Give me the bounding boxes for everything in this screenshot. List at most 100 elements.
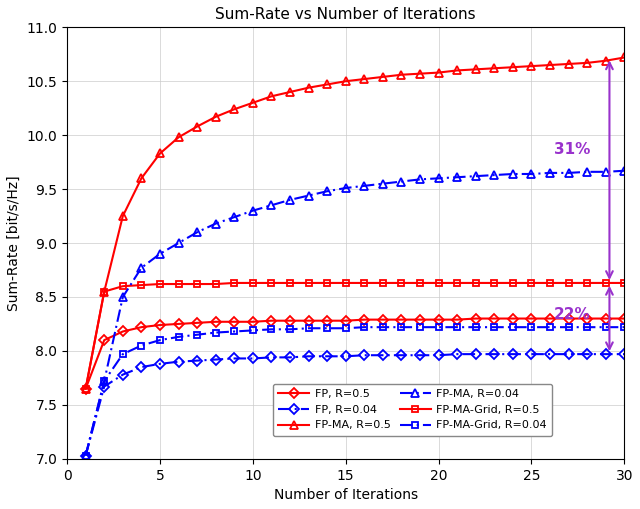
Text: 22%: 22% bbox=[554, 306, 591, 322]
FP-MA-Grid, R=0.5 bbox=[397, 280, 405, 286]
FP, R=0.5 bbox=[100, 337, 108, 343]
FP-MA, R=0.5 bbox=[435, 70, 442, 76]
FP-MA, R=0.5 bbox=[342, 78, 349, 84]
FP-MA, R=0.5 bbox=[620, 54, 628, 61]
FP-MA, R=0.5 bbox=[416, 71, 424, 77]
FP-MA, R=0.04 bbox=[286, 197, 294, 203]
FP-MA, R=0.04 bbox=[175, 240, 182, 246]
FP-MA, R=0.5 bbox=[323, 81, 331, 88]
FP, R=0.04 bbox=[268, 354, 275, 360]
FP, R=0.5 bbox=[268, 318, 275, 324]
FP-MA, R=0.5 bbox=[472, 66, 479, 72]
FP-MA-Grid, R=0.5 bbox=[323, 280, 331, 286]
FP, R=0.5 bbox=[509, 316, 516, 322]
FP-MA, R=0.04 bbox=[230, 214, 238, 220]
FP-MA-Grid, R=0.5 bbox=[527, 280, 535, 286]
FP-MA-Grid, R=0.5 bbox=[100, 289, 108, 295]
FP-MA, R=0.5 bbox=[212, 114, 220, 120]
FP, R=0.5 bbox=[397, 317, 405, 323]
FP-MA, R=0.5 bbox=[100, 289, 108, 295]
FP-MA-Grid, R=0.5 bbox=[249, 280, 257, 286]
FP, R=0.5 bbox=[620, 316, 628, 322]
FP-MA-Grid, R=0.5 bbox=[193, 281, 201, 287]
FP-MA-Grid, R=0.04 bbox=[527, 324, 535, 330]
FP-MA-Grid, R=0.5 bbox=[490, 280, 498, 286]
FP-MA-Grid, R=0.5 bbox=[230, 280, 238, 286]
FP-MA, R=0.04 bbox=[546, 170, 554, 176]
FP-MA-Grid, R=0.5 bbox=[286, 280, 294, 286]
FP-MA-Grid, R=0.04 bbox=[546, 324, 554, 330]
FP-MA, R=0.04 bbox=[100, 378, 108, 384]
FP-MA-Grid, R=0.5 bbox=[305, 280, 312, 286]
FP-MA-Grid, R=0.5 bbox=[416, 280, 424, 286]
FP-MA, R=0.5 bbox=[546, 62, 554, 68]
FP, R=0.5 bbox=[193, 320, 201, 326]
FP-MA-Grid, R=0.5 bbox=[453, 280, 461, 286]
FP-MA, R=0.04 bbox=[119, 294, 127, 300]
FP-MA, R=0.5 bbox=[268, 93, 275, 99]
FP-MA-Grid, R=0.5 bbox=[602, 280, 609, 286]
FP, R=0.5 bbox=[546, 316, 554, 322]
FP-MA, R=0.04 bbox=[472, 173, 479, 179]
FP-MA-Grid, R=0.5 bbox=[472, 280, 479, 286]
FP, R=0.5 bbox=[249, 319, 257, 325]
FP-MA, R=0.04 bbox=[212, 220, 220, 227]
FP, R=0.04 bbox=[360, 352, 368, 358]
FP-MA, R=0.5 bbox=[583, 60, 591, 66]
FP, R=0.5 bbox=[156, 322, 164, 328]
FP-MA-Grid, R=0.04 bbox=[286, 326, 294, 332]
FP-MA, R=0.5 bbox=[490, 65, 498, 71]
FP-MA-Grid, R=0.04 bbox=[564, 324, 572, 330]
FP-MA, R=0.5 bbox=[286, 89, 294, 95]
FP-MA-Grid, R=0.04 bbox=[490, 324, 498, 330]
FP, R=0.04 bbox=[249, 355, 257, 361]
FP, R=0.04 bbox=[175, 359, 182, 365]
FP, R=0.5 bbox=[175, 321, 182, 327]
FP, R=0.5 bbox=[453, 317, 461, 323]
FP-MA-Grid, R=0.04 bbox=[453, 324, 461, 330]
FP, R=0.5 bbox=[82, 386, 90, 392]
FP, R=0.5 bbox=[490, 316, 498, 322]
FP-MA, R=0.04 bbox=[249, 208, 257, 214]
FP, R=0.04 bbox=[305, 353, 312, 359]
FP, R=0.5 bbox=[379, 317, 387, 323]
FP-MA, R=0.5 bbox=[249, 100, 257, 106]
FP-MA-Grid, R=0.04 bbox=[268, 326, 275, 332]
Line: FP-MA, R=0.04: FP-MA, R=0.04 bbox=[81, 166, 628, 460]
FP, R=0.04 bbox=[286, 354, 294, 360]
FP-MA, R=0.04 bbox=[268, 202, 275, 208]
FP-MA, R=0.04 bbox=[490, 172, 498, 178]
FP, R=0.04 bbox=[416, 352, 424, 358]
FP-MA, R=0.04 bbox=[379, 181, 387, 187]
FP-MA-Grid, R=0.04 bbox=[342, 325, 349, 331]
FP-MA-Grid, R=0.04 bbox=[212, 329, 220, 335]
FP-MA-Grid, R=0.04 bbox=[509, 324, 516, 330]
FP-MA-Grid, R=0.04 bbox=[323, 325, 331, 331]
FP, R=0.04 bbox=[453, 351, 461, 357]
FP, R=0.04 bbox=[472, 351, 479, 357]
FP, R=0.5 bbox=[342, 318, 349, 324]
FP-MA-Grid, R=0.5 bbox=[82, 386, 90, 392]
FP, R=0.5 bbox=[435, 317, 442, 323]
FP-MA-Grid, R=0.5 bbox=[156, 281, 164, 287]
FP, R=0.04 bbox=[583, 351, 591, 357]
FP-MA-Grid, R=0.5 bbox=[268, 280, 275, 286]
Y-axis label: Sum-Rate [bit/s/Hz]: Sum-Rate [bit/s/Hz] bbox=[7, 175, 21, 311]
FP, R=0.5 bbox=[583, 316, 591, 322]
FP, R=0.04 bbox=[138, 364, 145, 370]
FP-MA-Grid, R=0.04 bbox=[397, 324, 405, 330]
FP-MA, R=0.5 bbox=[397, 72, 405, 78]
FP, R=0.04 bbox=[490, 351, 498, 357]
FP-MA, R=0.5 bbox=[360, 76, 368, 82]
FP-MA, R=0.04 bbox=[360, 183, 368, 189]
FP-MA, R=0.04 bbox=[620, 167, 628, 174]
FP-MA-Grid, R=0.04 bbox=[305, 325, 312, 331]
FP, R=0.04 bbox=[546, 351, 554, 357]
FP-MA, R=0.5 bbox=[527, 63, 535, 69]
FP-MA, R=0.5 bbox=[564, 61, 572, 67]
FP-MA, R=0.04 bbox=[564, 170, 572, 176]
FP, R=0.04 bbox=[193, 357, 201, 363]
FP-MA, R=0.04 bbox=[527, 171, 535, 177]
FP, R=0.5 bbox=[286, 318, 294, 324]
FP-MA, R=0.5 bbox=[82, 386, 90, 392]
